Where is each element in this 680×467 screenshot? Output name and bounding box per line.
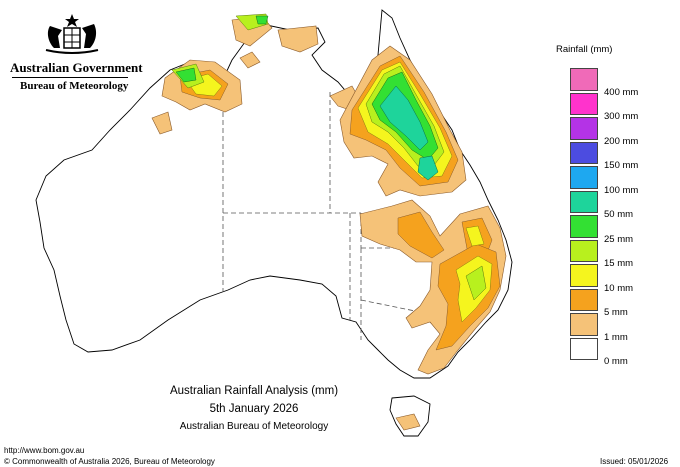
legend-swatch xyxy=(570,68,598,91)
copyright-text: © Commonwealth of Australia 2026, Bureau… xyxy=(4,457,215,466)
header-divider xyxy=(12,77,128,78)
website-link[interactable]: http://www.bom.gov.au xyxy=(4,446,85,455)
legend-label: 200 mm xyxy=(604,135,639,147)
legend-label: 10 mm xyxy=(604,282,634,294)
map-title: Australian Rainfall Analysis (mm) xyxy=(169,385,339,397)
map-date: 5th January 2026 xyxy=(209,403,299,415)
legend-swatch xyxy=(570,288,598,311)
legend-title: Rainfall (mm) xyxy=(556,44,613,55)
legend-swatch xyxy=(570,166,598,189)
legend-label: 100 mm xyxy=(604,184,639,196)
government-title: Australian Government xyxy=(10,60,143,75)
legend-label: 25 mm xyxy=(604,233,634,245)
rainfall-50mm xyxy=(379,85,439,181)
legend-swatch xyxy=(570,117,598,140)
coat-of-arms-logo xyxy=(45,14,99,54)
legend-label: 0 mm xyxy=(604,356,628,367)
legend-swatch xyxy=(570,337,598,360)
legend-label: 300 mm xyxy=(604,111,639,122)
australia-rainfall-map xyxy=(35,9,513,437)
legend-label: 15 mm xyxy=(604,258,634,269)
legend-swatch xyxy=(570,190,598,213)
legend-label: 50 mm xyxy=(604,209,634,220)
legend-swatch xyxy=(570,92,598,115)
legend-swatch xyxy=(570,215,598,238)
legend-label: 1 mm xyxy=(604,331,628,343)
issued-date: Issued: 05/01/2026 xyxy=(600,457,669,466)
bureau-title: Bureau of Meteorology xyxy=(20,80,129,92)
legend-label: 5 mm xyxy=(604,307,628,318)
legend-swatch xyxy=(570,141,598,164)
legend-label: 400 mm xyxy=(604,86,639,98)
legend-label: 150 mm xyxy=(604,160,639,171)
legend-swatch xyxy=(570,239,598,262)
legend-swatch xyxy=(570,264,598,287)
legend-swatch xyxy=(570,313,598,336)
map-agency: Australian Bureau of Meteorology xyxy=(179,421,329,432)
